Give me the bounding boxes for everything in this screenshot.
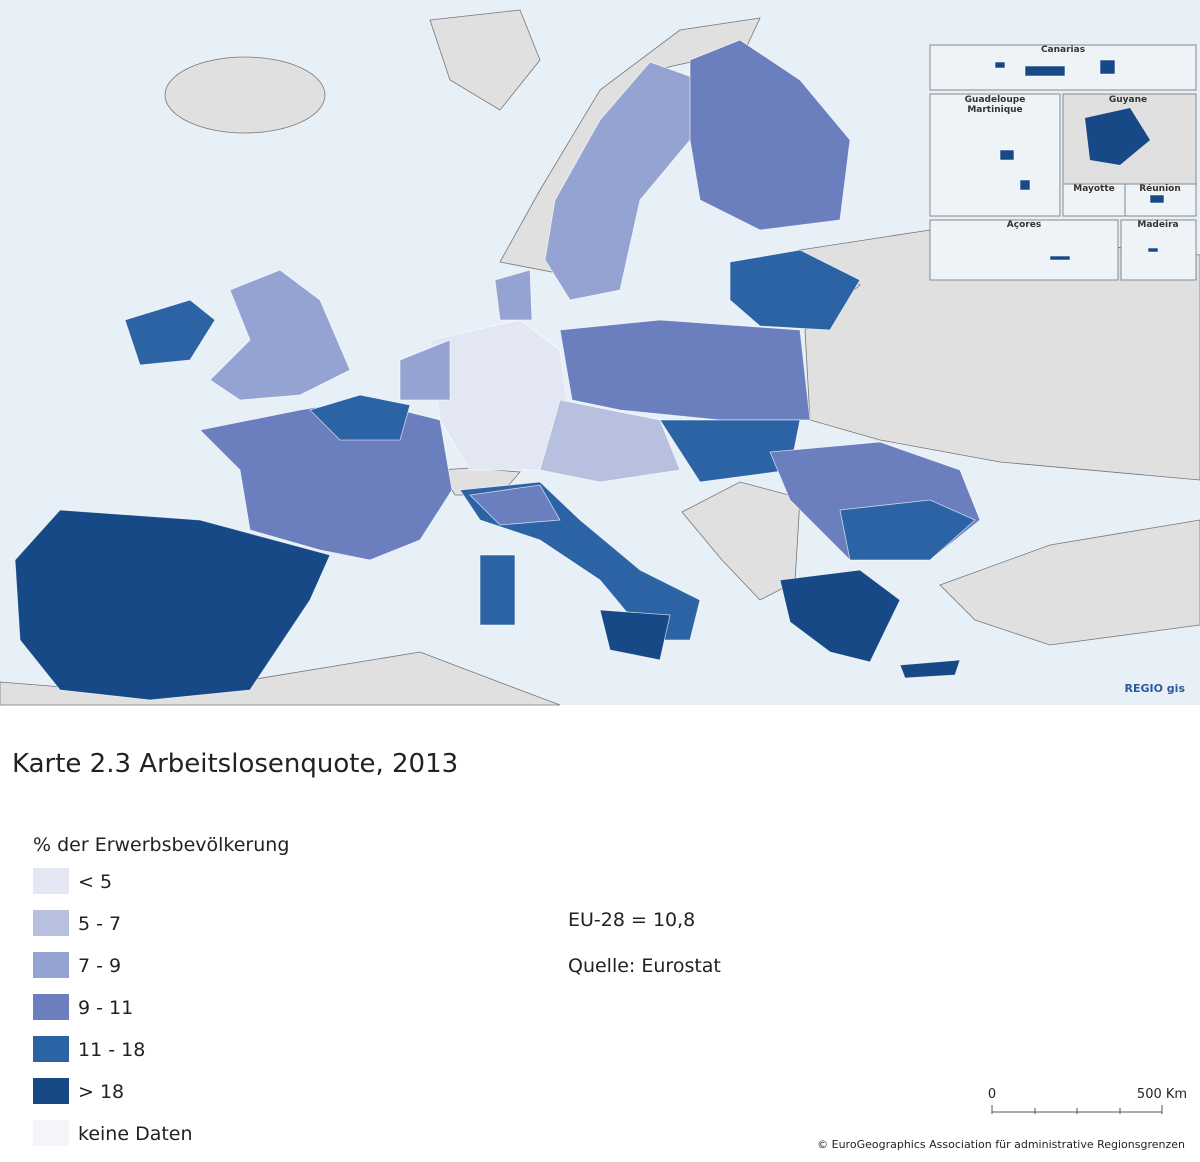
map-credit: REGIO gis: [1125, 682, 1186, 695]
copyright: © EuroGeographics Association für admini…: [817, 1138, 1185, 1151]
map-shape: [929, 93, 1061, 217]
legend: < 5 5 - 7 7 - 9 9 - 11 11 - 18 > 18 keine Date…: [33, 868, 193, 1146]
legend-swatch: [33, 952, 69, 978]
map-shape: [939, 519, 1200, 646]
region: [839, 499, 976, 561]
inset-label: Canarias: [1041, 45, 1085, 55]
region: [729, 249, 861, 331]
map-shape: [1085, 108, 1150, 165]
region: [309, 394, 411, 441]
region: [479, 554, 516, 626]
map-shape: [429, 9, 541, 111]
region: [779, 569, 901, 663]
map-shape: [929, 219, 1119, 281]
region: [559, 319, 811, 421]
legend-swatch: [33, 1120, 69, 1146]
inset-label: Mayotte: [1073, 184, 1115, 194]
region: [469, 484, 561, 526]
inset-label: Martinique: [967, 105, 1022, 115]
inset-labels: Canarias Guadeloupe Martinique Guyane Ma…: [965, 45, 1181, 230]
region: [539, 399, 681, 483]
inset-label: Réunion: [1139, 183, 1181, 194]
legend-swatch: [33, 994, 69, 1020]
legend-label: 9 - 11: [78, 997, 133, 1019]
legend-swatch: [33, 910, 69, 936]
legend-label: 5 - 7: [78, 913, 121, 935]
inset-label: Guyane: [1109, 95, 1147, 105]
legend-swatch: [33, 1078, 69, 1104]
inset-label: Açores: [1007, 220, 1041, 230]
legend-swatch: [33, 1036, 69, 1062]
region: [209, 269, 351, 401]
region: [544, 61, 701, 301]
region: [399, 339, 451, 401]
scale-label: 500 Km: [1137, 1087, 1187, 1102]
scale-bar: [991, 1105, 1163, 1114]
region: [689, 39, 851, 231]
map-shape: [164, 56, 326, 134]
note: Quelle: Eurostat: [568, 955, 721, 977]
legend-title: % der Erwerbsbevölkerung: [33, 834, 289, 856]
inset-label: Madeira: [1137, 220, 1178, 230]
region: [994, 59, 1116, 77]
scale-label: 0: [988, 1087, 996, 1102]
legend-swatch: [33, 868, 69, 894]
legend-label: 7 - 9: [78, 955, 121, 977]
region: [494, 269, 533, 321]
region: [14, 509, 331, 701]
legend-label: > 18: [78, 1081, 124, 1103]
inset-label: Guadeloupe: [965, 95, 1026, 105]
map-shape: [1120, 219, 1197, 281]
eu-regions: [14, 39, 981, 701]
note: EU-28 = 10,8: [568, 909, 695, 931]
legend-label: keine Daten: [78, 1123, 193, 1145]
legend-label: < 5: [78, 871, 112, 893]
legend-label: 11 - 18: [78, 1039, 145, 1061]
region: [124, 299, 216, 366]
region: [899, 659, 961, 679]
insets: [929, 44, 1197, 281]
region: [599, 609, 671, 661]
title: Karte 2.3 Arbeitslosenquote, 2013: [12, 749, 458, 779]
region: [999, 149, 1165, 261]
